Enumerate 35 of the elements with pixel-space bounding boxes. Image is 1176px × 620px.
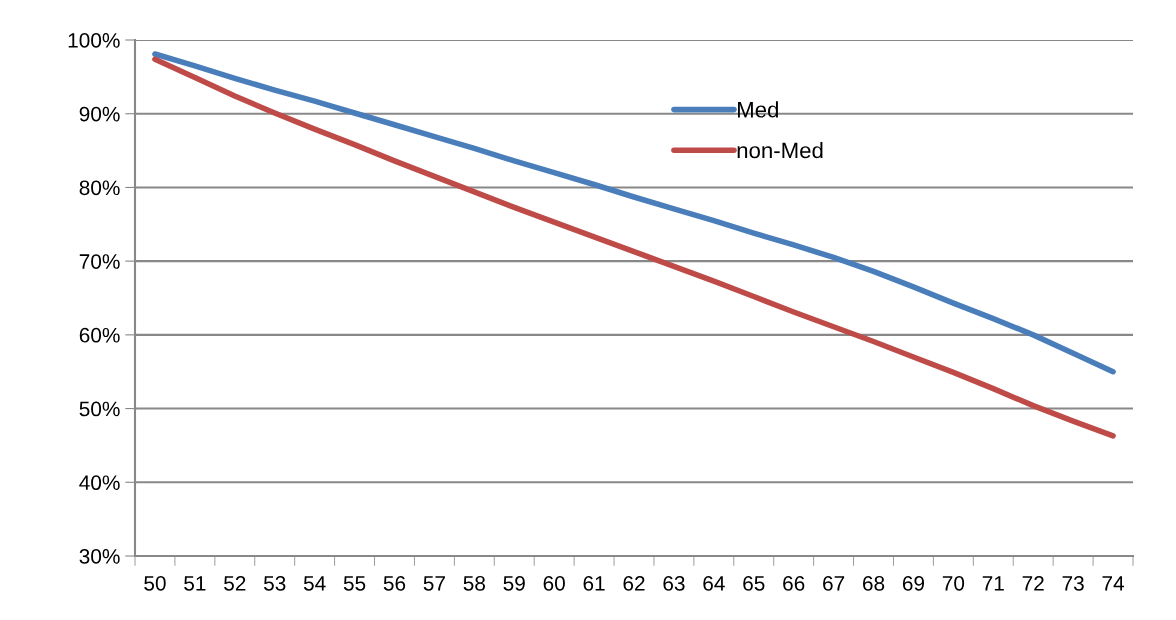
x-tick-label: 50 bbox=[144, 575, 166, 591]
x-tick-label: 60 bbox=[543, 575, 565, 591]
x-tick-label: 72 bbox=[1022, 575, 1044, 591]
y-tick-label: 40% bbox=[79, 475, 120, 491]
x-tick-label: 53 bbox=[263, 575, 286, 591]
x-tick-label: 52 bbox=[224, 575, 246, 591]
x-tick-label: 73 bbox=[1062, 575, 1084, 591]
y-tick-label: 100% bbox=[68, 33, 120, 48]
x-tick-label: 63 bbox=[663, 575, 685, 591]
y-tick-label: 80% bbox=[79, 180, 120, 196]
y-tick-label: 30% bbox=[79, 549, 120, 564]
x-tick-label: 62 bbox=[623, 575, 645, 591]
x-tick-label: 51 bbox=[184, 576, 206, 591]
x-tick-label: 55 bbox=[343, 576, 366, 591]
x-tick-label: 74 bbox=[1102, 576, 1125, 591]
x-tick-label: 65 bbox=[743, 575, 765, 591]
x-tick-label: 54 bbox=[303, 576, 326, 591]
x-tick-label: 59 bbox=[503, 575, 525, 591]
y-tick-label: 50% bbox=[79, 401, 120, 417]
x-tick-label: 66 bbox=[783, 575, 805, 591]
x-tick-label: 57 bbox=[423, 576, 445, 591]
y-tick-label: 60% bbox=[79, 327, 120, 343]
legend-label: non-Med bbox=[737, 142, 823, 159]
x-tick-label: 70 bbox=[942, 575, 965, 591]
x-tick-label: 69 bbox=[902, 575, 925, 591]
y-tick-label: 70% bbox=[79, 254, 120, 269]
x-tick-label: 68 bbox=[862, 575, 885, 591]
x-tick-label: 61 bbox=[583, 575, 605, 591]
x-tick-label: 67 bbox=[823, 575, 845, 591]
y-tick-label: 90% bbox=[79, 106, 120, 122]
x-tick-label: 71 bbox=[982, 576, 1004, 591]
legend-label: Med bbox=[738, 101, 778, 118]
x-tick-label: 58 bbox=[463, 575, 485, 591]
x-tick-label: 56 bbox=[383, 575, 406, 591]
x-tick-label: 64 bbox=[703, 575, 725, 591]
